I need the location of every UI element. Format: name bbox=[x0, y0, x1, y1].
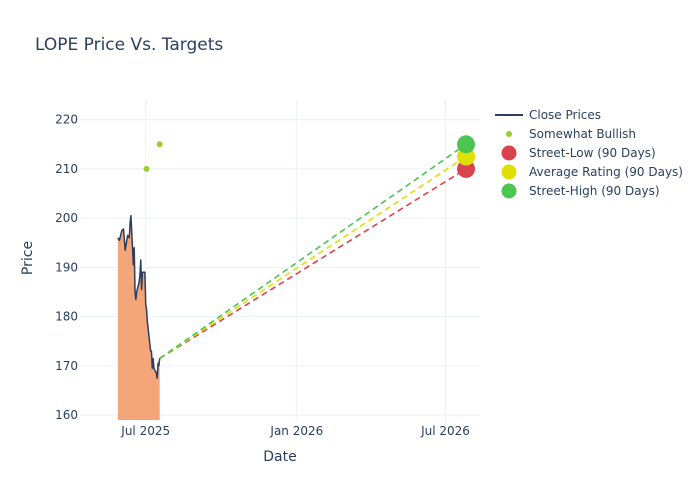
y-tick-label: 200 bbox=[55, 211, 78, 225]
street-low-line bbox=[159, 168, 467, 360]
close-price-line bbox=[117, 214, 161, 379]
legend-label: Street-Low (90 Days) bbox=[529, 146, 656, 160]
chart-title: LOPE Price Vs. Targets bbox=[35, 35, 223, 55]
x-tick-label: Jul 2025 bbox=[120, 424, 170, 438]
area-layer bbox=[117, 215, 160, 420]
x-tick-label: Jan 2026 bbox=[269, 424, 323, 438]
street-high-marker bbox=[457, 135, 476, 154]
y-tick-label: 190 bbox=[55, 260, 78, 274]
legend-swatch-circle bbox=[501, 145, 517, 161]
legend-swatch-circle bbox=[501, 164, 517, 180]
legend-swatch-dot bbox=[506, 131, 512, 137]
line-layer bbox=[117, 214, 161, 379]
legend-label: Close Prices bbox=[529, 108, 601, 122]
street-low-marker bbox=[457, 159, 476, 178]
legend-label: Average Rating (90 Days) bbox=[529, 165, 683, 179]
target-lines-layer bbox=[159, 143, 467, 360]
close-price-area bbox=[117, 215, 160, 420]
legend-swatch-circle bbox=[501, 183, 517, 199]
street-high-line bbox=[159, 143, 467, 360]
marker-layer bbox=[143, 135, 476, 178]
y-tick-label: 160 bbox=[55, 408, 78, 422]
average-rating-marker bbox=[457, 147, 476, 166]
legend-label: Street-High (90 Days) bbox=[529, 184, 660, 198]
y-axis-title: Price bbox=[20, 241, 36, 275]
x-tick-label: Jul 2026 bbox=[420, 424, 470, 438]
somewhat-bullish-point bbox=[156, 141, 163, 148]
y-tick-label: 180 bbox=[55, 310, 78, 324]
legend-label: Somewhat Bullish bbox=[529, 127, 636, 141]
y-tick-label: 170 bbox=[55, 359, 78, 373]
y-tick-label: 210 bbox=[55, 162, 78, 176]
legend[interactable]: Close Prices Somewhat Bullish Street-Low (… bbox=[495, 108, 683, 199]
x-axis-title: Date bbox=[263, 449, 296, 465]
average-rating-line bbox=[159, 155, 467, 360]
somewhat-bullish-point bbox=[143, 165, 150, 172]
tick-labels-layer: 160 170 180 190 200 210 220 Jul 2025 Jan 2026 Jul… bbox=[55, 113, 470, 438]
y-tick-label: 220 bbox=[55, 113, 78, 127]
